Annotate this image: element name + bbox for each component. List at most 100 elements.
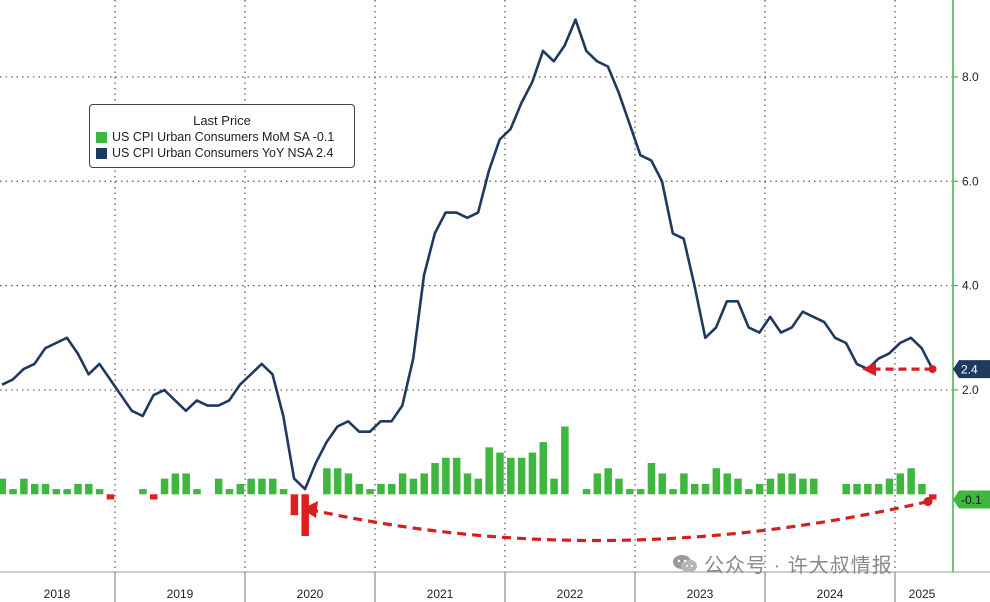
- mom-bar: [9, 489, 17, 495]
- mom-bar: [907, 468, 915, 495]
- mom-bar: [442, 457, 450, 495]
- y-tick-label: 2.0: [962, 383, 979, 397]
- x-tick-label: 2019: [167, 587, 194, 601]
- mom-bar: [214, 478, 223, 495]
- annotation-dot-bottom: [923, 497, 933, 507]
- annotation-arrowhead-bottom: [302, 501, 318, 518]
- mom-bar: [74, 483, 82, 495]
- mom-bar: [885, 478, 894, 495]
- last-value-label-mom: -0.1: [961, 493, 982, 507]
- mom-bar: [561, 426, 569, 495]
- watermark: 公众号 · 许大叔情报: [672, 549, 893, 578]
- mom-bar: [269, 478, 277, 495]
- mom-bar: [0, 478, 6, 495]
- mom-bar: [723, 473, 731, 495]
- mom-bar: [799, 478, 807, 495]
- x-tick-label: 2021: [427, 587, 454, 601]
- mom-bar: [182, 473, 190, 495]
- x-tick-label: 2018: [44, 587, 71, 601]
- mom-bar: [896, 473, 905, 495]
- mom-bar: [290, 494, 299, 516]
- legend-item-yoy: US CPI Urban Consumers YoY NSA 2.4: [96, 146, 354, 160]
- mom-bar: [874, 483, 883, 495]
- mom-bar: [225, 489, 234, 495]
- mom-bar: [842, 483, 850, 495]
- mom-bar: [550, 478, 558, 495]
- mom-bar: [149, 494, 158, 500]
- mom-bar: [333, 468, 342, 495]
- mom-bar: [647, 462, 656, 495]
- mom-bar: [95, 489, 104, 495]
- mom-bar: [431, 462, 439, 495]
- mom-bar: [323, 468, 331, 495]
- mom-bar: [355, 483, 364, 495]
- mom-bar: [766, 478, 775, 495]
- mom-bar: [420, 473, 428, 495]
- y-tick-label: 8.0: [962, 70, 979, 84]
- mom-bar: [528, 452, 537, 495]
- mom-bar: [864, 483, 872, 495]
- mom-bar: [658, 473, 667, 495]
- mom-bar: [377, 483, 385, 495]
- mom-bar: [680, 473, 688, 495]
- annotation-arrowhead-top: [862, 362, 876, 377]
- legend-title: Last Price: [193, 113, 251, 128]
- last-value-tag-yoy: [953, 360, 990, 379]
- x-tick-label: 2020: [297, 587, 324, 601]
- mom-bar: [85, 483, 93, 495]
- mom-bar: [593, 473, 602, 495]
- annotation-dot-top: [928, 365, 937, 374]
- mom-bar: [734, 478, 742, 495]
- mom-bar: [626, 489, 634, 495]
- x-tick-label: 2023: [687, 587, 714, 601]
- mom-bar: [496, 452, 504, 495]
- mom-bar: [701, 483, 710, 495]
- mom-bar: [669, 489, 677, 495]
- annotation-arrow-bottom: [311, 499, 929, 543]
- mom-bar: [258, 478, 266, 495]
- mom-bar: [20, 478, 28, 495]
- mom-bar: [582, 489, 591, 495]
- mom-bar: [755, 483, 764, 495]
- mom-bar: [344, 473, 353, 495]
- mom-bar: [777, 473, 786, 495]
- mom-bar: [30, 483, 39, 495]
- legend-label-mom: US CPI Urban Consumers MoM SA -0.1: [112, 130, 335, 144]
- mom-bar: [929, 494, 937, 500]
- mom-bar: [485, 447, 493, 495]
- mom-bar: [463, 473, 472, 495]
- mom-bar: [918, 483, 926, 495]
- wechat-icon: [673, 554, 697, 572]
- mom-bar: [409, 478, 418, 495]
- mom-bar: [279, 489, 288, 495]
- mom-bar: [690, 483, 699, 495]
- mom-bar: [788, 473, 796, 495]
- mom-bar: [106, 494, 115, 500]
- mom-bar: [139, 489, 147, 495]
- mom-bar: [474, 478, 483, 495]
- mom-bar: [41, 483, 50, 495]
- x-tick-label: 2024: [817, 587, 844, 601]
- y-tick-label: 6.0: [962, 174, 979, 188]
- mom-bar: [366, 489, 374, 495]
- x-tick-label: 2025: [909, 587, 936, 601]
- mom-bar: [745, 489, 753, 495]
- mom-bar: [160, 478, 169, 495]
- x-tick-label: 2022: [557, 587, 584, 601]
- mom-bar: [236, 483, 245, 495]
- mom-bar: [388, 483, 396, 495]
- mom-bar: [301, 494, 309, 537]
- mom-bar: [615, 478, 623, 495]
- mom-bar: [517, 457, 526, 495]
- yoy-line: [1, 18, 934, 491]
- mom-bar: [853, 483, 861, 495]
- legend-label-yoy: US CPI Urban Consumers YoY NSA 2.4: [112, 146, 334, 160]
- mom-bar: [52, 489, 61, 495]
- legend-item-mom: US CPI Urban Consumers MoM SA -0.1: [96, 130, 354, 144]
- last-value-tag-mom: [953, 490, 990, 509]
- last-value-label-yoy: 2.4: [961, 363, 978, 377]
- legend-swatch-yoy: [96, 147, 107, 159]
- mom-bar: [539, 442, 547, 495]
- mom-bar: [63, 489, 71, 495]
